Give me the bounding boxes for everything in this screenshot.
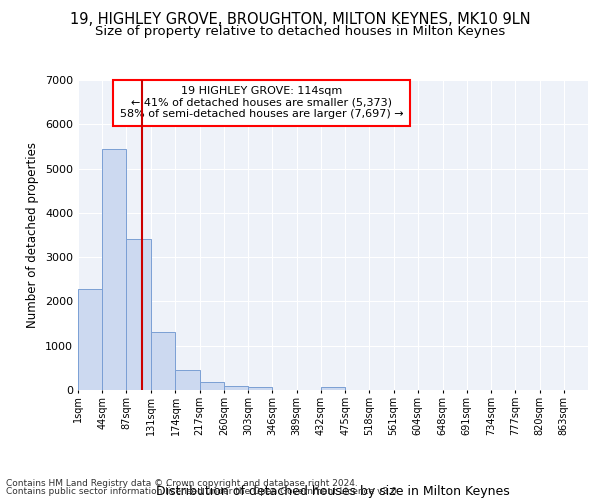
Y-axis label: Number of detached properties: Number of detached properties	[26, 142, 40, 328]
Text: Size of property relative to detached houses in Milton Keynes: Size of property relative to detached ho…	[95, 25, 505, 38]
Bar	[151, 332, 175, 390]
Text: 19, HIGHLEY GROVE, BROUGHTON, MILTON KEYNES, MK10 9LN: 19, HIGHLEY GROVE, BROUGHTON, MILTON KEY…	[70, 12, 530, 28]
Text: Contains HM Land Registry data © Crown copyright and database right 2024.: Contains HM Land Registry data © Crown c…	[6, 478, 358, 488]
Bar	[248, 388, 272, 390]
Bar	[224, 386, 248, 390]
Text: 19 HIGHLEY GROVE: 114sqm
← 41% of detached houses are smaller (5,373)
58% of sem: 19 HIGHLEY GROVE: 114sqm ← 41% of detach…	[120, 86, 403, 120]
Bar	[127, 240, 151, 390]
Bar	[321, 388, 345, 390]
Text: Contains public sector information licensed under the Open Government Licence v3: Contains public sector information licen…	[6, 487, 400, 496]
Bar	[102, 148, 127, 390]
Bar	[175, 370, 200, 390]
Bar	[200, 382, 224, 390]
Bar	[78, 290, 102, 390]
X-axis label: Distribution of detached houses by size in Milton Keynes: Distribution of detached houses by size …	[156, 485, 510, 498]
